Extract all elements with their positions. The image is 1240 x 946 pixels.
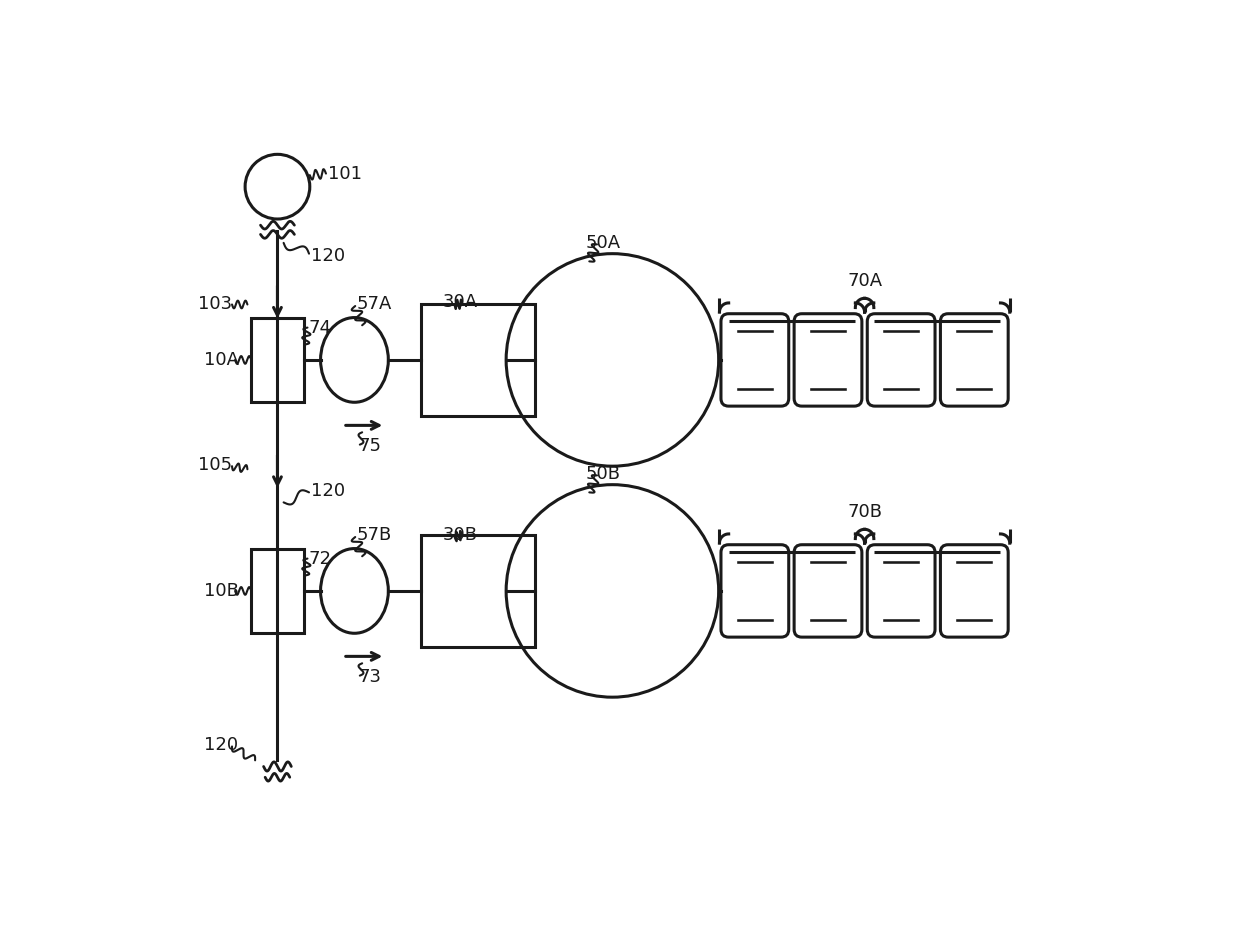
Text: 73: 73: [358, 668, 381, 686]
Text: 57A: 57A: [357, 295, 392, 313]
Text: 120: 120: [310, 482, 345, 499]
Text: 75: 75: [358, 437, 381, 455]
Text: 72: 72: [309, 550, 331, 568]
Bar: [252, 549, 304, 633]
Bar: [420, 535, 534, 647]
Text: 70A: 70A: [847, 272, 882, 290]
Text: 120: 120: [205, 736, 238, 754]
Text: 105: 105: [198, 456, 232, 474]
Text: 103: 103: [198, 295, 232, 313]
Text: 101: 101: [327, 165, 362, 183]
Bar: [420, 304, 534, 415]
Text: 74: 74: [309, 319, 331, 337]
Text: 30A: 30A: [443, 293, 479, 311]
Text: 10B: 10B: [205, 582, 239, 600]
Text: 10A: 10A: [205, 351, 239, 369]
Text: 57B: 57B: [357, 527, 392, 545]
Text: 50A: 50A: [585, 234, 620, 252]
Text: 70B: 70B: [847, 503, 882, 521]
Text: 30B: 30B: [443, 527, 477, 545]
Bar: [252, 318, 304, 402]
Text: 120: 120: [310, 247, 345, 265]
Text: 50B: 50B: [585, 464, 620, 482]
